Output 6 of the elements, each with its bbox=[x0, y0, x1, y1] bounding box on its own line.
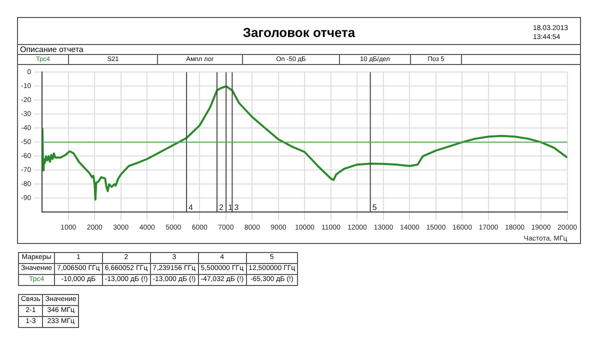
chart-subtitle: Описание отчета bbox=[18, 45, 580, 55]
annotation: 4 bbox=[188, 203, 194, 212]
annotation: 2 bbox=[218, 203, 224, 212]
annotation: 3 bbox=[234, 203, 240, 212]
chart-title: Заголовок отчета bbox=[242, 25, 356, 40]
annotation: 5 bbox=[372, 203, 378, 212]
